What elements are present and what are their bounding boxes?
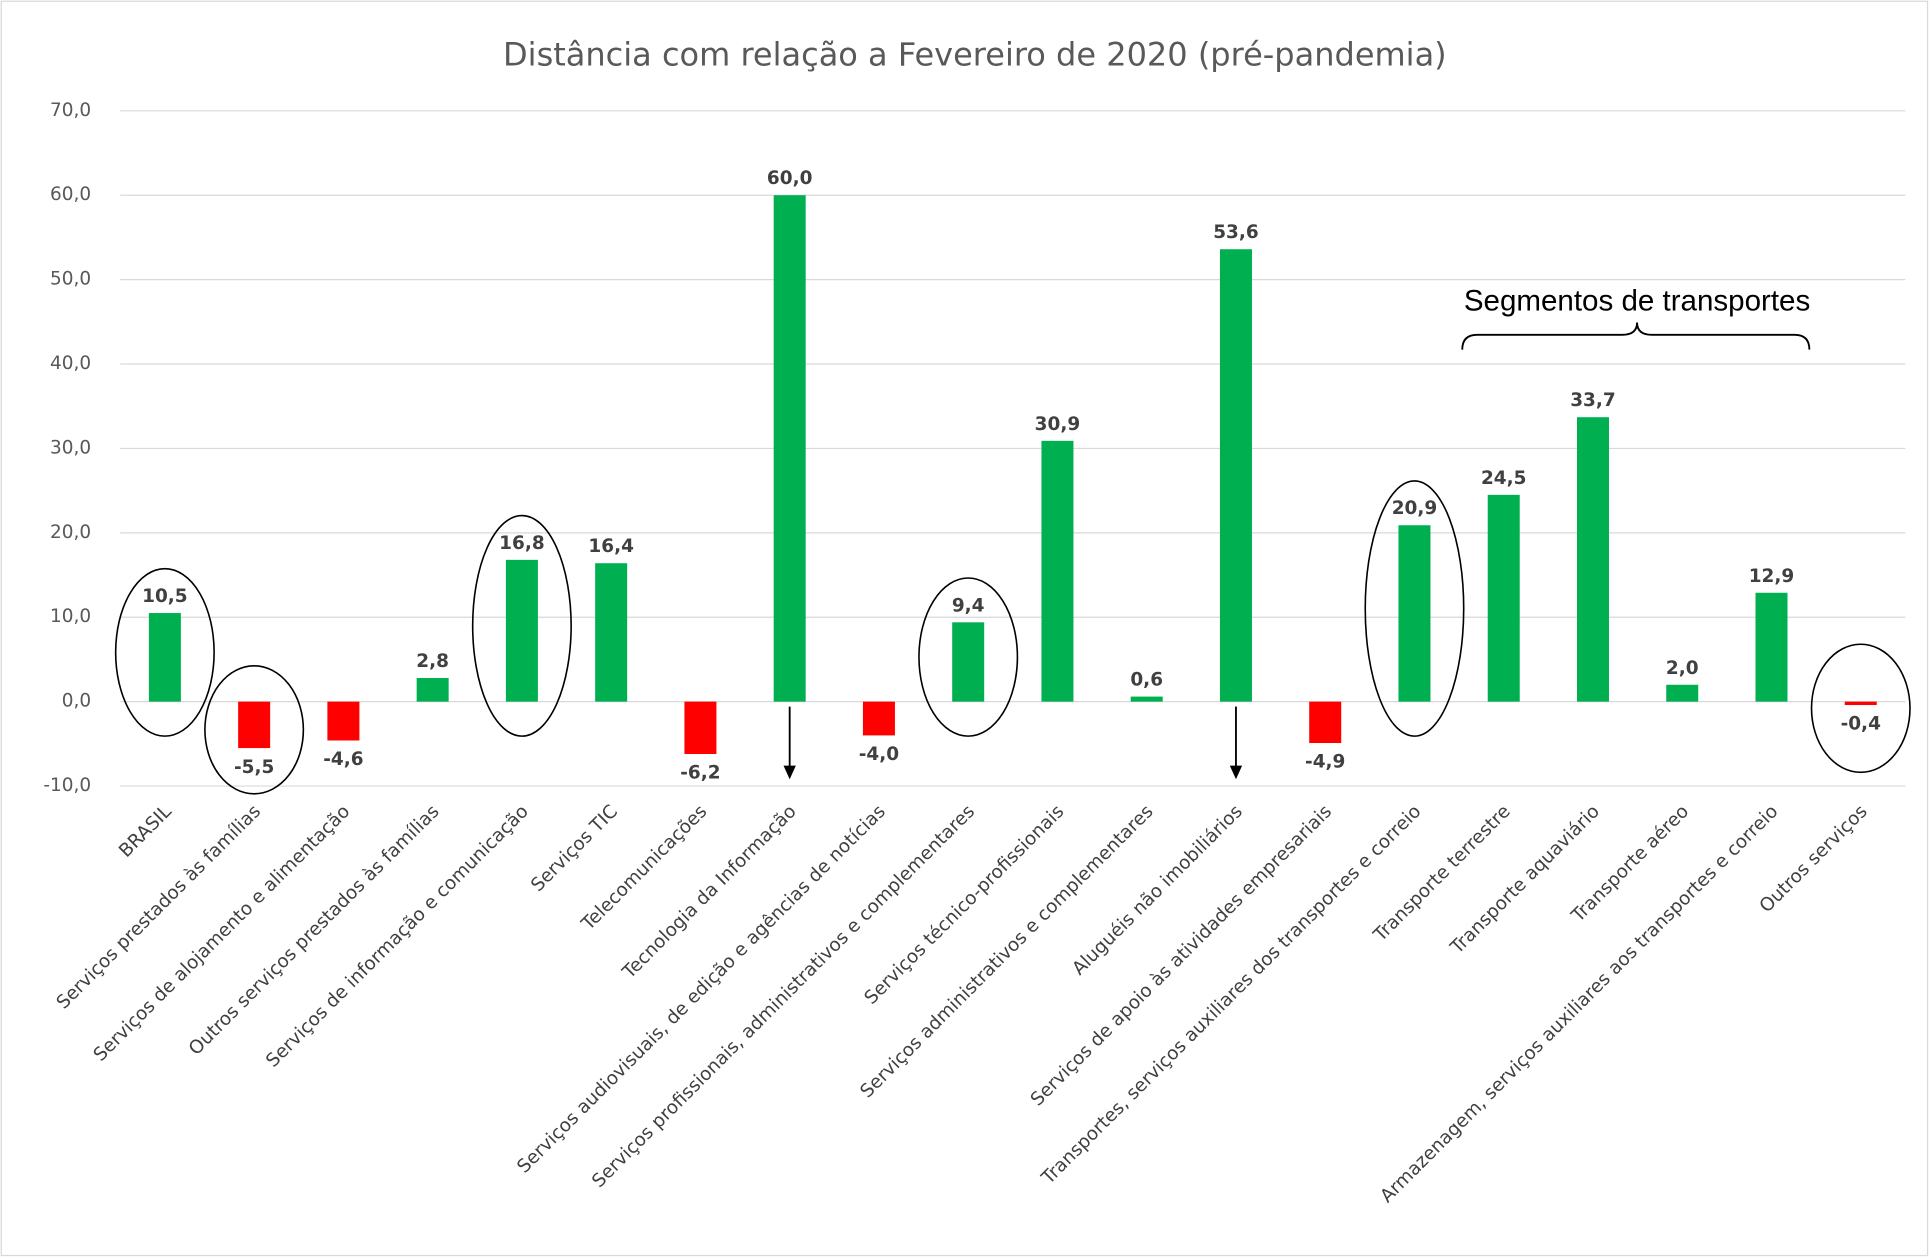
bar bbox=[952, 622, 985, 702]
value-label: 20,9 bbox=[1392, 498, 1438, 519]
value-label: -5,5 bbox=[234, 757, 274, 778]
bar bbox=[595, 563, 628, 702]
highlight-ellipse bbox=[918, 577, 1019, 737]
y-tick-label: 0,0 bbox=[62, 691, 91, 712]
bar bbox=[505, 559, 538, 702]
highlight-ellipse bbox=[1810, 643, 1911, 774]
value-label: -4,6 bbox=[323, 749, 363, 770]
value-label: 30,9 bbox=[1035, 414, 1081, 435]
value-label: 24,5 bbox=[1481, 468, 1527, 489]
bar bbox=[416, 678, 449, 702]
bar bbox=[1398, 525, 1431, 702]
bar bbox=[1755, 592, 1788, 702]
y-tick-label: 40,0 bbox=[50, 353, 91, 374]
bar bbox=[1666, 684, 1699, 702]
bar bbox=[773, 195, 806, 702]
bar bbox=[1309, 701, 1342, 744]
y-tick-label: 30,0 bbox=[50, 437, 91, 458]
y-tick-label: 10,0 bbox=[50, 606, 91, 627]
annotation: Segmentos de transportes bbox=[1464, 285, 1810, 318]
value-label: 9,4 bbox=[952, 595, 985, 616]
bar bbox=[1041, 440, 1074, 702]
value-label: 33,7 bbox=[1570, 390, 1616, 411]
arrow-head bbox=[783, 765, 796, 780]
y-tick-label: 20,0 bbox=[50, 522, 91, 543]
bar bbox=[684, 701, 717, 754]
bar bbox=[1219, 249, 1252, 702]
value-label: -4,0 bbox=[859, 744, 899, 765]
value-label: 16,8 bbox=[499, 533, 545, 554]
value-label: 60,0 bbox=[767, 168, 813, 189]
value-label: -0,4 bbox=[1841, 714, 1881, 735]
chart-title: Distância com relação a Fevereiro de 202… bbox=[503, 36, 1447, 74]
value-label: 16,4 bbox=[588, 536, 634, 557]
arrow-head bbox=[1229, 765, 1243, 780]
value-label: 0,6 bbox=[1130, 670, 1163, 691]
bar bbox=[862, 701, 895, 736]
value-label: -4,9 bbox=[1305, 752, 1345, 773]
value-label: 10,5 bbox=[142, 586, 188, 607]
value-label: 53,6 bbox=[1213, 222, 1259, 243]
bar bbox=[1844, 701, 1877, 706]
bar bbox=[1487, 494, 1520, 702]
bar bbox=[327, 701, 360, 741]
y-tick-label: 60,0 bbox=[50, 184, 91, 205]
y-tick-label: -10,0 bbox=[43, 775, 91, 796]
value-label: 2,8 bbox=[416, 651, 449, 672]
y-tick-label: 50,0 bbox=[50, 269, 91, 290]
brace bbox=[1461, 322, 1811, 350]
highlight-ellipse bbox=[204, 664, 305, 795]
value-label: 12,9 bbox=[1749, 566, 1795, 587]
value-label: -6,2 bbox=[680, 763, 720, 784]
value-label: 2,0 bbox=[1666, 658, 1699, 679]
highlight-ellipse bbox=[1364, 480, 1465, 737]
bar bbox=[148, 613, 181, 702]
bar bbox=[1130, 696, 1163, 702]
highlight-ellipse bbox=[114, 567, 215, 737]
highlight-ellipse bbox=[471, 514, 572, 737]
bar bbox=[238, 701, 271, 749]
y-tick-label: 70,0 bbox=[50, 100, 91, 121]
bar bbox=[1576, 417, 1609, 702]
